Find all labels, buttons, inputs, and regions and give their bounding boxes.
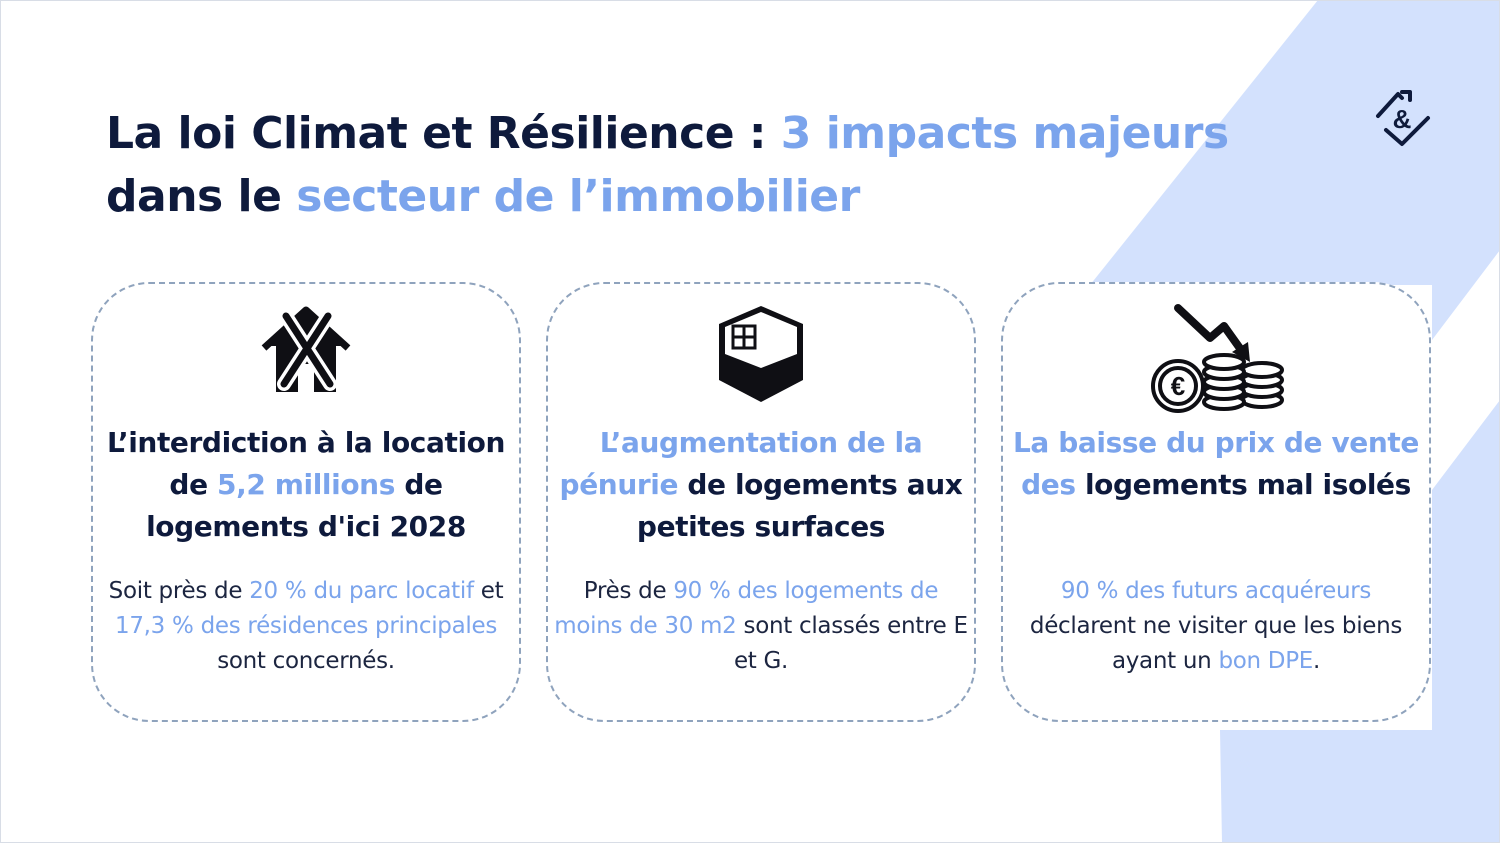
euro-coins-down-arrow-icon: € [1148,302,1284,418]
card-heading: La baisse du prix de vente des logements… [1012,426,1419,501]
small-room-cube-icon [711,302,811,410]
impact-card-price-drop: € La baisse du prix de vente des logemen… [1001,282,1431,722]
impact-card-shortage: L’augmentation de la pénurie de logement… [546,282,976,722]
ampersand-house-check-icon: & [1376,90,1430,146]
card-body: Près de 90 % des logements de moins de 3… [554,578,968,674]
page-title: La loi Climat et Résilience : 3 impacts … [106,102,1229,228]
card-body: Soit près de 20 % du parc locatif et 17,… [108,578,504,674]
impact-card-rental-ban: L’interdiction à la location de 5,2 mill… [91,282,521,722]
house-crossed-icon [258,302,354,404]
title-line2-dark: dans le [106,171,297,222]
title-line2-accent: secteur de l’immobilier [296,171,860,222]
svg-text:&: & [1393,104,1412,134]
brand-logo: & [1372,86,1434,152]
title-line1-accent: 3 impacts majeurs [780,108,1229,159]
card-heading: L’augmentation de la pénurie de logement… [559,426,963,543]
card-body: 90 % des futurs acquéreurs déclarent ne … [1029,578,1403,674]
svg-text:€: € [1171,371,1185,401]
card-heading: L’interdiction à la location de 5,2 mill… [106,426,506,543]
title-line1-dark: La loi Climat et Résilience : [106,108,781,159]
